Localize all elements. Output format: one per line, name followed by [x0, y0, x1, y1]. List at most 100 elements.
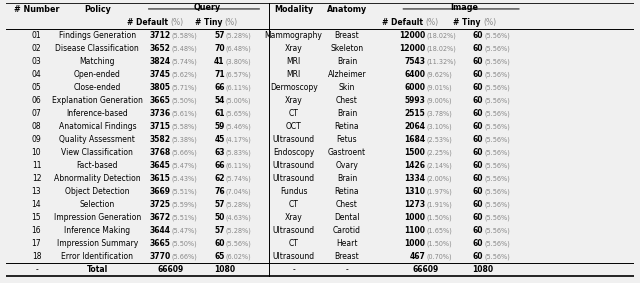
Text: 3725: 3725 — [150, 200, 171, 209]
Text: (1.50%): (1.50%) — [427, 241, 452, 247]
Text: 04: 04 — [31, 70, 42, 79]
Text: 05: 05 — [31, 83, 42, 92]
Text: 18: 18 — [32, 252, 41, 261]
Text: 60: 60 — [472, 70, 483, 79]
Text: Explanation Generation: Explanation Generation — [52, 96, 143, 105]
Text: 6000: 6000 — [404, 83, 426, 92]
Text: Fact-based: Fact-based — [77, 161, 118, 170]
Text: (3.80%): (3.80%) — [226, 58, 252, 65]
Text: # Number: # Number — [13, 5, 60, 14]
Text: 03: 03 — [31, 57, 42, 66]
Text: 60: 60 — [472, 31, 483, 40]
Text: (5.56%): (5.56%) — [484, 84, 510, 91]
Text: 1080: 1080 — [472, 265, 493, 274]
Text: (4.17%): (4.17%) — [226, 136, 252, 143]
Text: 3665: 3665 — [150, 96, 171, 105]
Text: 60: 60 — [472, 44, 483, 53]
Text: 3669: 3669 — [150, 187, 171, 196]
Text: 01: 01 — [32, 31, 42, 40]
Text: 07: 07 — [31, 109, 42, 118]
Text: Breast: Breast — [335, 252, 359, 261]
Text: 09: 09 — [31, 135, 42, 144]
Text: (5.56%): (5.56%) — [484, 215, 510, 221]
Text: Impression Summary: Impression Summary — [57, 239, 138, 248]
Text: 66: 66 — [214, 83, 225, 92]
Text: (5.46%): (5.46%) — [226, 123, 252, 130]
Text: Endoscopy: Endoscopy — [273, 148, 314, 157]
Text: Policy: Policy — [84, 5, 111, 14]
Text: 467: 467 — [410, 252, 426, 261]
Text: Findings Generation: Findings Generation — [59, 31, 136, 40]
Text: Skin: Skin — [339, 83, 355, 92]
Text: (7.04%): (7.04%) — [226, 188, 252, 195]
Text: 41: 41 — [214, 57, 225, 66]
Text: Object Detection: Object Detection — [65, 187, 129, 196]
Text: (3.78%): (3.78%) — [427, 110, 452, 117]
Text: (5.38%): (5.38%) — [172, 136, 198, 143]
Text: (1.65%): (1.65%) — [427, 228, 452, 234]
Text: 3712: 3712 — [150, 31, 171, 40]
Text: (2.00%): (2.00%) — [427, 175, 452, 182]
Text: (5.51%): (5.51%) — [172, 215, 198, 221]
Text: # Default: # Default — [381, 18, 426, 27]
Text: # Tiny: # Tiny — [195, 18, 225, 27]
Text: 60: 60 — [472, 96, 483, 105]
Text: 3645: 3645 — [150, 161, 171, 170]
Text: Dental: Dental — [334, 213, 360, 222]
Text: (5.74%): (5.74%) — [172, 58, 198, 65]
Text: MRI: MRI — [287, 70, 301, 79]
Text: Ultrasound: Ultrasound — [273, 252, 315, 261]
Text: Quality Assessment: Quality Assessment — [60, 135, 135, 144]
Text: (5.51%): (5.51%) — [172, 188, 198, 195]
Text: (5.28%): (5.28%) — [226, 32, 252, 39]
Text: 1684: 1684 — [404, 135, 426, 144]
Text: Skeleton: Skeleton — [330, 44, 364, 53]
Text: (9.01%): (9.01%) — [427, 84, 452, 91]
Text: View Classification: View Classification — [61, 148, 133, 157]
Text: Brain: Brain — [337, 174, 357, 183]
Text: (5.47%): (5.47%) — [172, 162, 198, 169]
Text: 60: 60 — [472, 213, 483, 222]
Text: 54: 54 — [214, 96, 225, 105]
Text: CT: CT — [289, 109, 299, 118]
Text: (5.56%): (5.56%) — [484, 175, 510, 182]
Text: 14: 14 — [32, 200, 42, 209]
Text: (2.25%): (2.25%) — [427, 149, 452, 156]
Text: Breast: Breast — [335, 31, 359, 40]
Text: (5.56%): (5.56%) — [484, 188, 510, 195]
Text: (5.48%): (5.48%) — [172, 45, 198, 52]
Text: 2064: 2064 — [404, 122, 426, 131]
Text: 15: 15 — [32, 213, 42, 222]
Text: (11.32%): (11.32%) — [427, 58, 456, 65]
Text: 10: 10 — [32, 148, 42, 157]
Text: 1100: 1100 — [404, 226, 426, 235]
Text: (5.58%): (5.58%) — [172, 123, 198, 130]
Text: Selection: Selection — [80, 200, 115, 209]
Text: 13: 13 — [32, 187, 42, 196]
Text: 6400: 6400 — [404, 70, 426, 79]
Text: (5.66%): (5.66%) — [172, 149, 198, 156]
Text: 45: 45 — [214, 135, 225, 144]
Text: Error Identification: Error Identification — [61, 252, 133, 261]
Text: (%): (%) — [426, 18, 438, 27]
Text: 60: 60 — [472, 161, 483, 170]
Text: (5.56%): (5.56%) — [484, 58, 510, 65]
Text: 61: 61 — [214, 109, 225, 118]
Text: 60: 60 — [214, 239, 225, 248]
Text: 66: 66 — [214, 161, 225, 170]
Text: (5.74%): (5.74%) — [226, 175, 252, 182]
Text: Anatomical Findings: Anatomical Findings — [58, 122, 136, 131]
Text: (5.56%): (5.56%) — [484, 228, 510, 234]
Text: 60: 60 — [472, 174, 483, 183]
Text: (5.56%): (5.56%) — [484, 32, 510, 39]
Text: (5.56%): (5.56%) — [226, 241, 252, 247]
Text: (6.48%): (6.48%) — [226, 45, 252, 52]
Text: 11: 11 — [32, 161, 41, 170]
Text: 06: 06 — [31, 96, 42, 105]
Text: # Tiny: # Tiny — [453, 18, 483, 27]
Text: CT: CT — [289, 239, 299, 248]
Text: 60: 60 — [472, 187, 483, 196]
Text: 5993: 5993 — [404, 96, 426, 105]
Text: 60: 60 — [472, 252, 483, 261]
Text: 60: 60 — [472, 239, 483, 248]
